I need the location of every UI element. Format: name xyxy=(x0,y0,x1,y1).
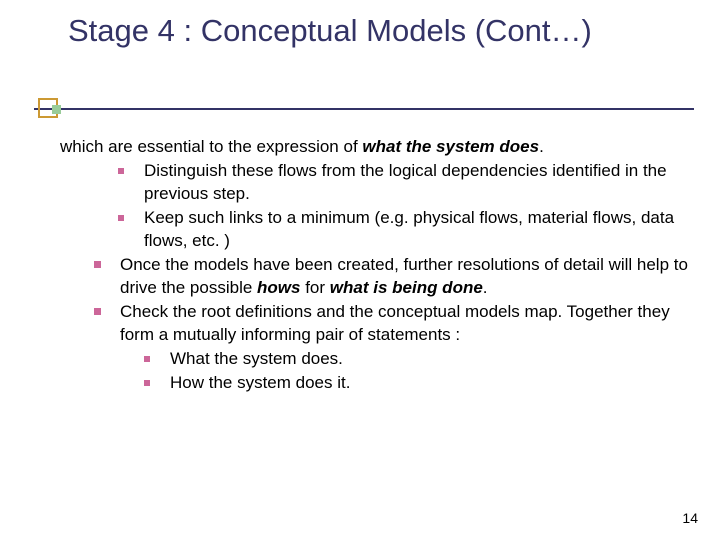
slide-title: Stage 4 : Conceptual Models (Cont…) xyxy=(68,12,700,51)
lead-emphasis: what the system does xyxy=(362,137,539,156)
item2-post: . xyxy=(483,278,488,297)
title-decoration xyxy=(34,98,694,120)
list-item: Once the models have been created, furth… xyxy=(94,254,708,299)
bullet-icon xyxy=(94,308,101,315)
slide: Stage 4 : Conceptual Models (Cont…) whic… xyxy=(0,0,720,540)
list-item: Keep such links to a minimum (e.g. physi… xyxy=(118,207,708,252)
bullet-icon xyxy=(94,261,101,268)
lead-pre: which are essential to the expression of xyxy=(60,137,362,156)
sub2-text: Keep such links to a minimum (e.g. physi… xyxy=(144,208,674,249)
square-fill-icon xyxy=(52,105,61,114)
item3-text: Check the root definitions and the conce… xyxy=(120,302,670,343)
lead-line: which are essential to the expression of… xyxy=(60,136,708,158)
title-container: Stage 4 : Conceptual Models (Cont…) xyxy=(0,12,720,51)
item2-b2: what is being done xyxy=(330,278,483,297)
bullet-icon xyxy=(118,215,124,221)
item2-mid: for xyxy=(300,278,329,297)
sublist-1: Distinguish these flows from the logical… xyxy=(60,160,708,252)
main-list: Once the models have been created, furth… xyxy=(60,254,708,395)
list-item: Check the root definitions and the conce… xyxy=(94,301,708,395)
bullet-icon xyxy=(144,356,150,362)
content-area: which are essential to the expression of… xyxy=(60,136,708,397)
lead-post: . xyxy=(539,137,544,156)
sub3b-text: How the system does it. xyxy=(170,373,350,392)
sub3a-text: What the system does. xyxy=(170,349,343,368)
bullet-icon xyxy=(118,168,124,174)
item2-b1: hows xyxy=(257,278,300,297)
list-item: Distinguish these flows from the logical… xyxy=(118,160,708,205)
sublist-2: What the system does. How the system doe… xyxy=(120,348,708,395)
list-item: What the system does. xyxy=(144,348,708,370)
horizontal-rule xyxy=(34,108,694,110)
page-number: 14 xyxy=(682,510,698,526)
sub1-text: Distinguish these flows from the logical… xyxy=(144,161,667,202)
list-item: How the system does it. xyxy=(144,372,708,394)
bullet-icon xyxy=(144,380,150,386)
